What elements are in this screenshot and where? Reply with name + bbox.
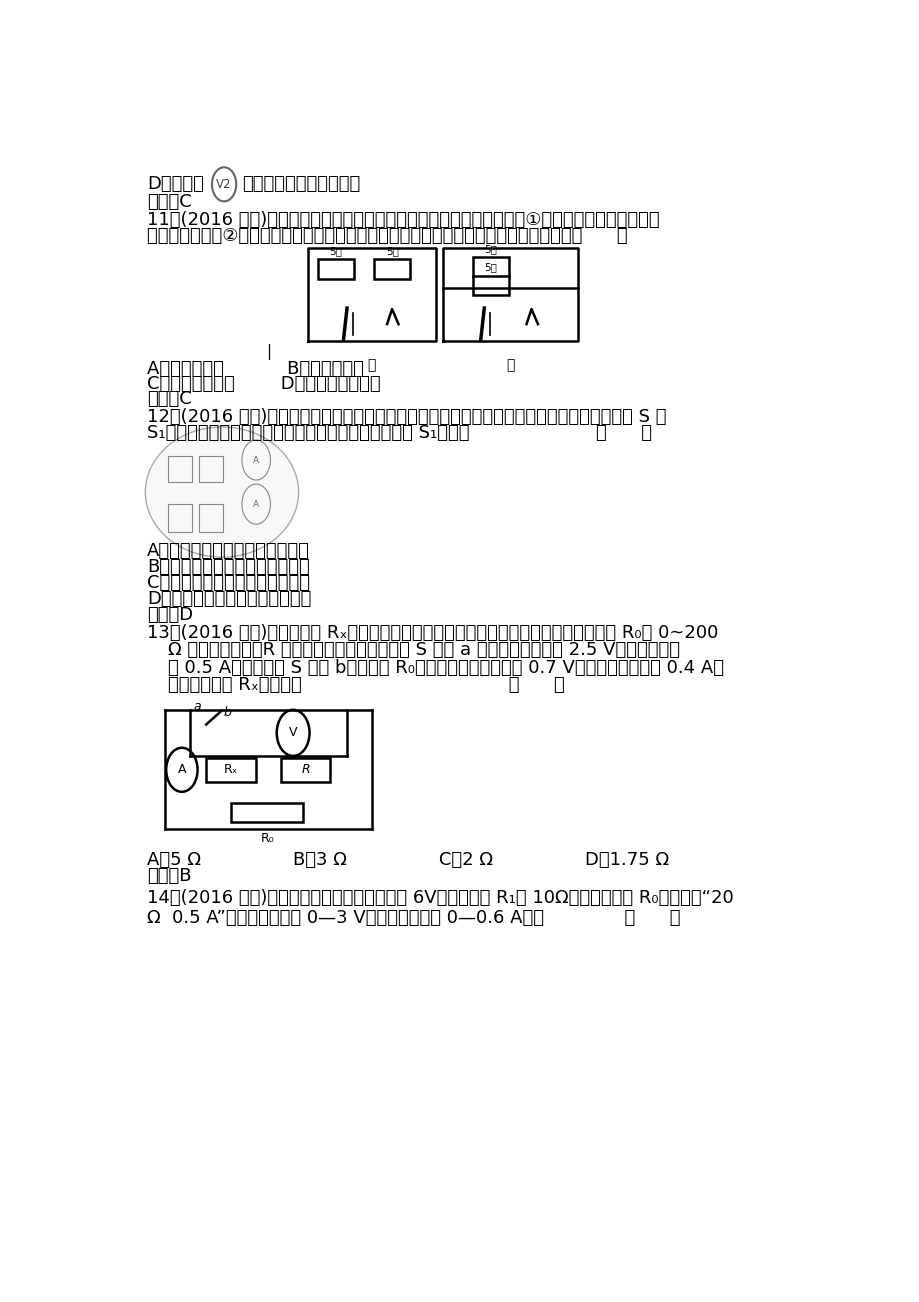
Text: V2: V2 bbox=[216, 178, 232, 191]
Text: 5欧: 5欧 bbox=[329, 246, 342, 256]
Text: 甲: 甲 bbox=[367, 358, 376, 372]
Text: 乙: 乙 bbox=[505, 358, 514, 372]
Text: 11、(2016 衢州)科技节上开展电路设计活动，要求同时满足两个条件：①电路包含电源、开关、导: 11、(2016 衢州)科技节上开展电路设计活动，要求同时满足两个条件：①电路包… bbox=[147, 211, 659, 229]
Bar bbox=[199, 456, 222, 482]
Bar bbox=[472, 256, 508, 277]
Text: 答案：C: 答案：C bbox=[147, 389, 192, 408]
Text: |: | bbox=[266, 344, 270, 359]
Text: A: A bbox=[253, 456, 259, 465]
Circle shape bbox=[277, 710, 309, 756]
Text: 答案：C: 答案：C bbox=[147, 194, 192, 211]
Bar bbox=[231, 803, 303, 823]
Text: Ω  0.5 A”，电压表量程为 0—3 V，电流表量程为 0—0.6 A。则              （      ）: Ω 0.5 A”，电压表量程为 0—3 V，电流表量程为 0—0.6 A。则 （… bbox=[147, 909, 680, 927]
Text: 为 0.5 A；再把开关 S 揷于 b，并调节 R₀，得到电压表读数减小 0.7 V，电流表读数增加 0.4 A。: 为 0.5 A；再把开关 S 揷于 b，并调节 R₀，得到电压表读数减小 0.7… bbox=[168, 659, 723, 677]
Bar bbox=[317, 259, 353, 279]
Bar bbox=[206, 758, 255, 783]
Text: a: a bbox=[194, 699, 201, 712]
Text: 12、(2016 金华)如图是研究并联电路电流特点的实物图，电源电压保持不变，先同时闭合开关 S 和: 12、(2016 金华)如图是研究并联电路电流特点的实物图，电源电压保持不变，先… bbox=[147, 408, 666, 426]
Bar bbox=[374, 259, 410, 279]
Text: b: b bbox=[223, 706, 232, 719]
Text: 13、(2016 绵阳)小红测电阔 Rₓ的阔値，设计的电路如图所示，电源电压保持不变，其中 R₀是 0~200: 13、(2016 绵阳)小红测电阔 Rₓ的阔値，设计的电路如图所示，电源电压保持… bbox=[147, 625, 718, 642]
Bar bbox=[168, 456, 192, 482]
Text: 5欧: 5欧 bbox=[385, 246, 398, 256]
Text: 14、(2016 重庆)如图所示电路，电源电压恒为 6V，定値电阔 R₁为 10Ω，滑动变阔器 R₀的规格为“20: 14、(2016 重庆)如图所示电路，电源电压恒为 6V，定値电阔 R₁为 10… bbox=[147, 889, 733, 907]
Bar bbox=[472, 276, 508, 296]
Text: A: A bbox=[253, 500, 259, 509]
Text: A: A bbox=[177, 763, 186, 776]
Text: C．甲、乙都符合        D．甲、乙都不符合: C．甲、乙都符合 D．甲、乙都不符合 bbox=[147, 375, 380, 393]
Text: 5欧: 5欧 bbox=[483, 263, 496, 272]
Text: 最后小红得到 Rₓ的阔値为                                    （      ）: 最后小红得到 Rₓ的阔値为 （ ） bbox=[168, 676, 564, 694]
Text: 答案：B: 答案：B bbox=[147, 867, 191, 885]
Bar bbox=[168, 504, 192, 533]
Text: C．甲表示数变大，乙表示数不变: C．甲表示数变大，乙表示数不变 bbox=[147, 574, 310, 592]
Text: 答案：D: 答案：D bbox=[147, 607, 193, 625]
Text: 线、两个电阔；②通过两个电阔的电流相等．小柯设计的如图所示的电路中符合要求的是（      ）: 线、两个电阔；②通过两个电阔的电流相等．小柯设计的如图所示的电路中符合要求的是（… bbox=[147, 228, 627, 246]
Text: S₁，两灯均发光，观察并记录电流表示数后，断开开关 S₁，此时                      （      ）: S₁，两灯均发光，观察并记录电流表示数后，断开开关 S₁，此时 （ ） bbox=[147, 424, 652, 441]
Text: D．甲表示数变小，乙表示数不变: D．甲表示数变小，乙表示数不变 bbox=[147, 590, 312, 608]
Circle shape bbox=[166, 747, 198, 792]
Text: A．甲表示数不变，乙表示数变大: A．甲表示数不变，乙表示数变大 bbox=[147, 542, 310, 560]
Text: 示数和电流表的比值不变: 示数和电流表的比值不变 bbox=[242, 176, 359, 193]
Text: 5欧: 5欧 bbox=[483, 243, 496, 254]
Text: A．5 Ω                B．3 Ω                C．2 Ω                D．1.75 Ω: A．5 Ω B．3 Ω C．2 Ω D．1.75 Ω bbox=[147, 852, 668, 868]
Circle shape bbox=[211, 167, 236, 202]
Text: R₀: R₀ bbox=[260, 832, 274, 845]
Ellipse shape bbox=[145, 427, 299, 557]
Text: B．甲表示数变小，乙表示数变大: B．甲表示数变小，乙表示数变大 bbox=[147, 559, 310, 577]
Bar bbox=[280, 758, 330, 783]
Text: D．电压表: D．电压表 bbox=[147, 176, 204, 193]
Bar bbox=[199, 504, 222, 533]
Text: V: V bbox=[289, 727, 297, 740]
Text: A．只有甲符合           B．只有乙符合: A．只有甲符合 B．只有乙符合 bbox=[147, 359, 364, 378]
Text: Rₓ: Rₓ bbox=[223, 763, 238, 776]
Text: R: R bbox=[301, 763, 310, 776]
Text: Ω 的滑动变阔器，R 是未知固定电阔。她把开关 S 揷于 a 时，电压表计数为 2.5 V，电流表读数: Ω 的滑动变阔器，R 是未知固定电阔。她把开关 S 揷于 a 时，电压表计数为 … bbox=[168, 642, 680, 660]
